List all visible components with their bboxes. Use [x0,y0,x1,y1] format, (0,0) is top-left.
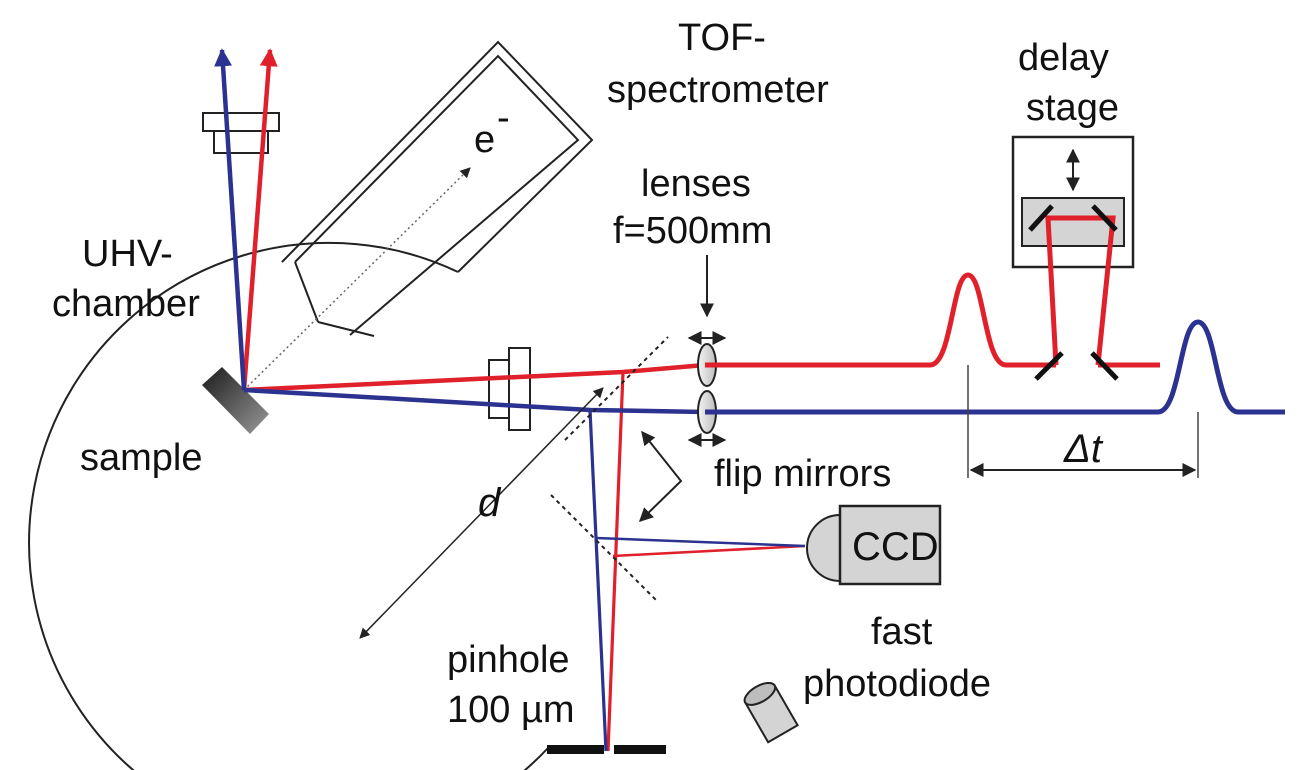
electron-trajectory [243,167,471,391]
tof-label-line2: spectrometer [607,69,829,111]
top-flange [202,112,280,132]
fast-label-line1: fast [871,611,933,653]
ccd-label: CCD [852,525,939,569]
lenses-label-line1: lenses [641,163,751,205]
tof-spectrometer [281,40,594,337]
fold-mirror-left [1034,351,1064,381]
probe-beam-incoming [243,387,706,415]
electron-charge-label: - [497,97,510,139]
flip-mirrors-label: flip mirrors [714,453,891,495]
pump-beam-to-ccd [612,544,806,558]
pump-beam-to-pinhole [606,371,625,752]
top-flange-neck [213,130,269,154]
pump-beam-incoming [243,362,706,393]
distance-label: d [478,481,502,525]
lenses [697,343,717,434]
tof-label-line1: TOF- [678,17,766,59]
pinhole-plate-left [547,745,604,754]
delay-label-line2: stage [1026,87,1119,129]
pinhole-label-line2: 100 µm [447,689,575,731]
probe-beam-to-pinhole [588,409,608,752]
fold-mirror-right [1090,351,1119,381]
flip-mirror-upper [564,336,669,441]
retro-mirror-left [1028,204,1054,232]
delay-label-line1: delay [1018,37,1109,79]
pinhole-label-line1: pinhole [447,639,570,681]
electron-label: e [474,119,495,161]
ccd-camera [806,504,942,586]
probe-beam-to-ccd [595,536,806,548]
sample [202,367,269,434]
delay-stage-beam-path [1045,215,1116,366]
uhv-label-line2: chamber [52,283,200,325]
probe-beam-reflected-up [214,48,247,391]
sample-label: sample [80,437,203,479]
distance-d-arrow [359,387,604,639]
flip-mirror-motion-arrow [638,430,683,522]
retro-mirror-right [1091,204,1118,232]
pinhole-plate-right [614,745,666,754]
delta-t-label: Δt [1063,427,1104,471]
side-flange-inner [488,359,510,419]
pump-pulse-line [705,272,1056,368]
lenses-label-line2: f=500mm [613,210,772,252]
fast-label-line2: photodiode [803,663,991,705]
flip-mirror-lower [550,494,659,603]
fast-photodiode [743,681,799,744]
side-flange-outer [508,347,531,431]
pump-beam-reflected-up [241,48,278,391]
uhv-label-line1: UHV- [82,233,173,275]
probe-pulse-line [705,319,1285,415]
